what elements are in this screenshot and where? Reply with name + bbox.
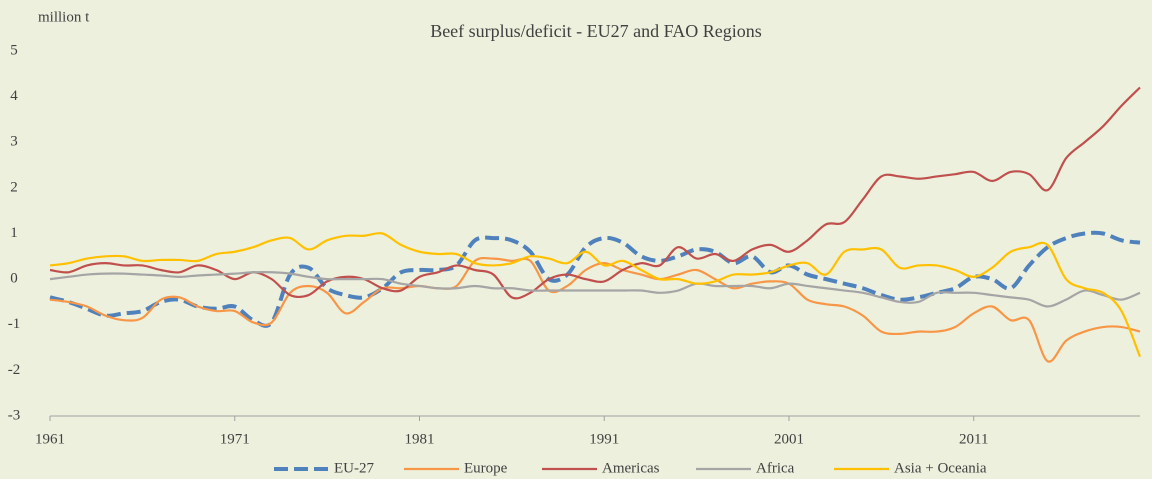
series-line [49, 232, 1142, 358]
series-line [49, 230, 1141, 328]
legend-label: Americas [602, 460, 660, 476]
y-tick-label: 2 [10, 179, 18, 195]
legend-label: Europe [464, 460, 508, 476]
x-tick-label: 2011 [959, 431, 988, 447]
legend-label: EU-27 [334, 460, 374, 476]
y-tick-label: -1 [8, 316, 21, 332]
series-line [49, 86, 1141, 300]
x-tick-label: 1981 [404, 431, 434, 447]
y-tick-label: 5 [10, 42, 18, 58]
y-tick-label: 0 [10, 271, 18, 287]
legend-label: Africa [756, 460, 795, 476]
y-tick-label: 1 [10, 225, 18, 241]
x-tick-label: 1991 [589, 431, 619, 447]
series-line [49, 256, 1141, 363]
chart-title: Beef surplus/deficit - EU27 and FAO Regi… [430, 21, 762, 41]
y-tick-label: 3 [10, 134, 18, 150]
y-tick-label: -2 [8, 362, 21, 378]
x-tick-label: 1971 [220, 431, 250, 447]
y-tick-label: -3 [8, 407, 21, 423]
y-tick-label: 4 [10, 88, 18, 104]
y-axis-label: million t [38, 9, 90, 25]
x-tick-label: 1961 [35, 431, 65, 447]
x-tick-label: 2001 [774, 431, 804, 447]
series-line [49, 271, 1141, 308]
legend-label: Asia + Oceania [894, 460, 987, 476]
